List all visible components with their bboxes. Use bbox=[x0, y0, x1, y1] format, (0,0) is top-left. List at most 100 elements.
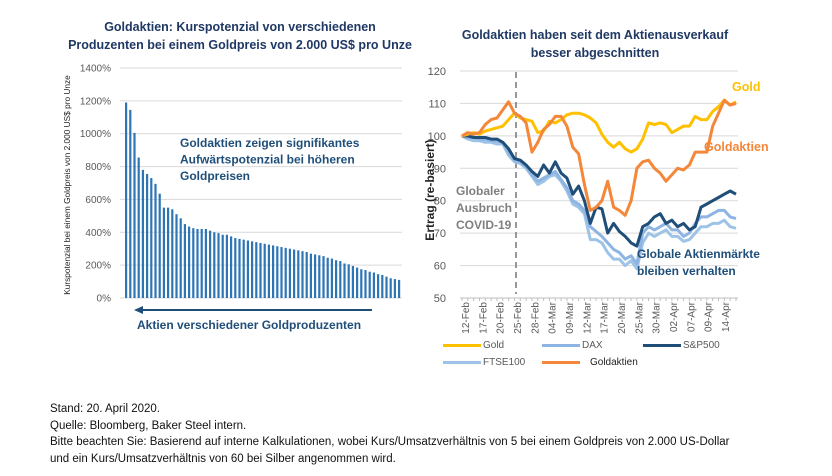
markets-annotation-line-2: bleiben verhalten bbox=[637, 264, 736, 278]
series-line-ftse100 bbox=[461, 134, 737, 271]
bar bbox=[326, 257, 329, 298]
legend-swatch-sp500 bbox=[643, 344, 681, 347]
bar bbox=[393, 279, 396, 298]
bar bbox=[251, 241, 254, 298]
bar-y-tick-label: 1200% bbox=[80, 96, 111, 107]
x-tick-label: 09-Apr bbox=[704, 301, 715, 332]
bar bbox=[309, 253, 312, 298]
legend-swatch-ftse100 bbox=[443, 361, 481, 364]
line-chart: 50 60 70 80 90 100 110 120 12-Feb 17-Feb 20-Feb 25… bbox=[423, 66, 769, 334]
bar bbox=[234, 238, 237, 298]
line-chart-title-line-2: besser abgeschnitten bbox=[530, 46, 660, 60]
bar bbox=[171, 209, 174, 298]
bar bbox=[230, 236, 233, 298]
bar bbox=[293, 249, 296, 298]
bar bbox=[288, 248, 291, 298]
legend-label-sp500: S&P500 bbox=[683, 340, 720, 351]
line-chart-y-tick-labels: 50 60 70 80 90 100 110 120 bbox=[428, 66, 446, 305]
x-tick-label: 09-Mar bbox=[565, 301, 576, 333]
bar bbox=[318, 255, 321, 298]
bar bbox=[238, 238, 241, 298]
x-direction-arrow bbox=[134, 306, 372, 314]
goldaktien-series-label: Goldaktien bbox=[704, 140, 769, 154]
bar-y-tick-label: 200% bbox=[85, 261, 111, 272]
bar-chart-bars bbox=[125, 102, 401, 299]
bar-chart-x-axis-label: Aktien verschiedener Goldproduzenten bbox=[137, 318, 361, 332]
legend-item-sp500: S&P500 bbox=[643, 340, 720, 351]
bar bbox=[246, 240, 249, 298]
line-chart-x-tick-labels: 12-Feb 17-Feb 20-Feb 25-Feb 28-Feb 04-Mar 09-M… bbox=[461, 301, 732, 333]
annotation-line-1: Goldaktien zeigen signifikantes bbox=[180, 136, 360, 150]
bar bbox=[167, 207, 170, 298]
bar bbox=[385, 276, 388, 298]
bar-y-tick-label: 1400% bbox=[80, 64, 111, 75]
line-y-tick-label: 110 bbox=[428, 98, 446, 110]
bar bbox=[255, 242, 258, 298]
bar bbox=[301, 251, 304, 298]
bar bbox=[372, 272, 375, 298]
x-tick-label: 20-Feb bbox=[496, 302, 507, 334]
legend-swatch-goldaktien bbox=[542, 361, 580, 364]
bar bbox=[259, 242, 262, 298]
bar bbox=[364, 270, 367, 298]
bar bbox=[347, 264, 350, 298]
bar bbox=[217, 233, 220, 298]
line-chart-title: Goldaktien haben seit dem Aktienausverka… bbox=[455, 26, 735, 62]
legend-label-gold: Gold bbox=[483, 340, 505, 351]
bar-y-tick-label: 800% bbox=[85, 162, 111, 173]
x-tick-label: 28-Feb bbox=[530, 302, 541, 334]
line-chart-gridlines bbox=[460, 70, 738, 267]
bar-chart: 0% 200% 400% 600% 800% 1000% 1200% 1400% Kurspo… bbox=[62, 64, 402, 332]
footnote-disclaimer-line-2: und ein Kurs/Umsatzverhältnis von 60 bei… bbox=[50, 452, 396, 465]
bar-chart-y-tick-labels: 0% 200% 400% 600% 800% 1000% 1200% 1400% bbox=[80, 64, 111, 305]
arrow-left-icon bbox=[134, 306, 143, 314]
annotation-line-2: Aufwärtspotenzial bei höheren bbox=[180, 153, 355, 167]
bar bbox=[377, 274, 380, 298]
bar bbox=[183, 224, 186, 298]
bar-chart-annotation: Goldaktien zeigen signifikantes Aufwärts… bbox=[180, 136, 360, 183]
bar bbox=[263, 243, 266, 298]
bar-y-tick-label: 1000% bbox=[80, 129, 111, 140]
bar bbox=[133, 132, 136, 298]
footnote-disclaimer-line-1: Bitte beachten Sie: Basierend auf intern… bbox=[50, 436, 730, 448]
footnotes: Stand: 20. April 2020. Quelle: Bloomberg… bbox=[50, 401, 730, 467]
bar bbox=[192, 228, 195, 298]
x-tick-label: 17-Mar bbox=[600, 301, 611, 333]
bar bbox=[179, 218, 182, 298]
bar bbox=[322, 256, 325, 298]
x-tick-label: 25-Feb bbox=[513, 302, 524, 334]
series-line-dax bbox=[461, 134, 737, 266]
bar bbox=[213, 232, 216, 298]
legend-label-dax: DAX bbox=[582, 340, 603, 351]
gold-series-label: Gold bbox=[732, 80, 760, 94]
legend-swatch-dax bbox=[542, 344, 580, 347]
bar bbox=[356, 267, 359, 298]
bar bbox=[242, 239, 245, 298]
annotation-line-3: Goldpreisen bbox=[180, 169, 250, 183]
bar bbox=[314, 254, 317, 298]
footnote-date: Stand: 20. April 2020. bbox=[50, 403, 160, 415]
series-line-gold bbox=[461, 98, 737, 154]
line-y-tick-label: 60 bbox=[434, 261, 446, 273]
bar bbox=[335, 260, 338, 298]
x-tick-label: 30-Mar bbox=[652, 301, 663, 333]
bar bbox=[351, 265, 354, 298]
bar bbox=[125, 102, 128, 298]
bar bbox=[225, 234, 228, 298]
bar bbox=[280, 247, 283, 298]
bar bbox=[129, 109, 132, 299]
legend-label-ftse100: FTSE100 bbox=[483, 357, 526, 368]
bar bbox=[398, 279, 401, 298]
legend-item-goldaktien: Goldaktien bbox=[542, 357, 638, 368]
bar bbox=[389, 278, 392, 298]
bar bbox=[141, 169, 144, 298]
line-chart-legend: Gold DAX S&P500 FTSE100 Goldaktien bbox=[443, 340, 763, 374]
line-chart-series bbox=[461, 98, 737, 271]
line-y-tick-label: 80 bbox=[434, 196, 446, 208]
footnote-source: Quelle: Bloomberg, Baker Steel intern. bbox=[50, 419, 247, 432]
bar bbox=[360, 269, 363, 298]
bar bbox=[339, 261, 342, 298]
legend-item-dax: DAX bbox=[542, 340, 603, 351]
bar-y-tick-label: 600% bbox=[85, 195, 111, 206]
x-tick-label: 04-Mar bbox=[548, 301, 559, 333]
